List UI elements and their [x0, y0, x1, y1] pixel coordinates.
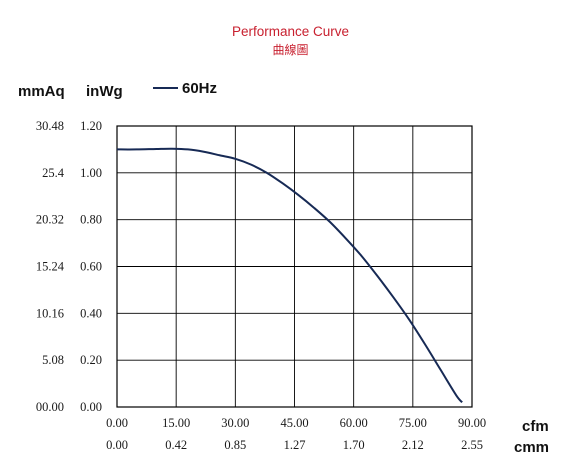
x-tick-label-cmm: 2.12 — [402, 438, 424, 452]
grid-lines — [116, 125, 473, 408]
y-tick-label-inwg: 0.80 — [80, 213, 102, 227]
chart-subtitle: 曲線圖 — [272, 43, 309, 57]
y-tick-label-inwg: 0.40 — [80, 306, 102, 320]
y-tick-label-mmaq: 20.32 — [36, 213, 64, 227]
y-unit-mmaq: mmAq — [18, 83, 65, 100]
x-tick-label-cfm: 75.00 — [399, 416, 427, 430]
plot-frame — [116, 125, 473, 408]
y-unit-inwg: inWg — [86, 83, 123, 100]
y-tick-label-inwg: 0.00 — [80, 400, 102, 414]
x-tick-label-cmm: 0.00 — [106, 438, 128, 452]
x-tick-labels: 0.00 0.00 15.00 0.42 30.00 0.85 45.00 1.27 60.00… — [106, 416, 486, 452]
x-tick-label-cfm: 0.00 — [106, 416, 128, 430]
x-unit-cfm: cfm — [522, 418, 549, 435]
x-tick-label-cfm: 30.00 — [221, 416, 249, 430]
legend-label-60hz: 60Hz — [182, 80, 217, 97]
x-tick-label-cmm: 0.42 — [165, 438, 187, 452]
y-tick-label-mmaq: 10.16 — [36, 306, 64, 320]
chart-title: Performance Curve — [231, 24, 350, 39]
y-tick-labels: 00.00 0.00 5.08 0.20 10.16 0.40 15.24 0.60 20.32… — [36, 119, 102, 414]
x-tick-label-cmm: 2.55 — [461, 438, 483, 452]
y-tick-label-mmaq: 00.00 — [36, 400, 64, 414]
x-tick-label-cfm: 90.00 — [458, 416, 486, 430]
y-tick-label-mmaq: 30.48 — [36, 119, 64, 133]
y-tick-label-mmaq: 25.4 — [42, 166, 65, 180]
y-tick-label-mmaq: 5.08 — [42, 353, 64, 367]
y-tick-label-inwg: 1.20 — [80, 119, 102, 133]
x-tick-label-cfm: 45.00 — [280, 416, 308, 430]
x-tick-label-cfm: 15.00 — [162, 416, 190, 430]
y-tick-label-inwg: 1.00 — [80, 166, 102, 180]
y-tick-label-inwg: 0.20 — [80, 353, 102, 367]
y-tick-label-mmaq: 15.24 — [36, 260, 65, 274]
x-tick-label-cmm: 1.27 — [284, 438, 306, 452]
y-tick-label-inwg: 0.60 — [80, 260, 102, 274]
series-line-60hz — [116, 147, 463, 404]
x-tick-label-cmm: 1.70 — [343, 438, 365, 452]
x-unit-cmm: cmm — [514, 439, 549, 456]
x-tick-label-cfm: 60.00 — [340, 416, 368, 430]
x-tick-label-cmm: 0.85 — [224, 438, 246, 452]
